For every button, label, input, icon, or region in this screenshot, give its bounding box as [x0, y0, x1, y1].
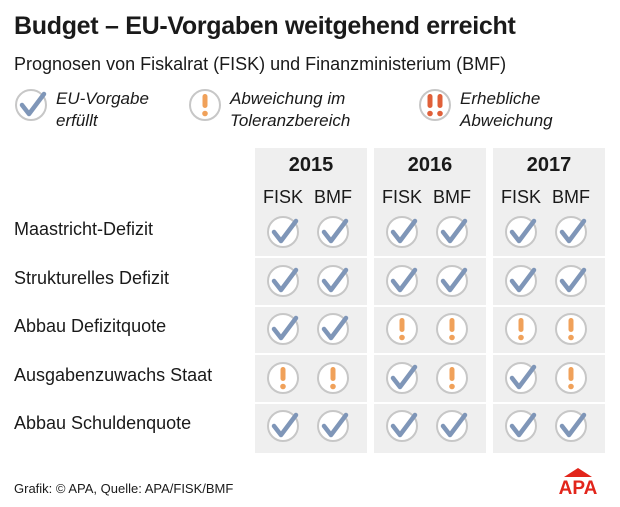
exclamation-icon: [435, 312, 469, 346]
check-icon: [554, 409, 588, 443]
year-header: 2015: [288, 154, 334, 176]
exclamation-icon: [316, 361, 350, 395]
double-exclamation-icon: [419, 89, 451, 121]
exclamation-icon: [554, 361, 588, 395]
apa-logo: APA: [559, 468, 598, 496]
check-icon: [554, 264, 588, 298]
row-label: Ausgabenzuwachs Staat: [14, 365, 213, 385]
check-icon: [554, 215, 588, 249]
source-credit: Grafik: © APA, Quelle: APA/FISK/BMF: [14, 481, 234, 496]
source-header-fisk: FISK: [381, 187, 422, 207]
chart-title: Budget – EU-Vorgaben weitgehend erreicht: [14, 12, 516, 40]
year-header: 2016: [407, 154, 453, 176]
check-icon: [504, 215, 538, 249]
row-divider: [0, 256, 620, 258]
source-header-fisk: FISK: [500, 187, 541, 207]
row-label: Abbau Schuldenquote: [14, 413, 192, 433]
check-icon: [266, 312, 300, 346]
check-icon: [504, 409, 538, 443]
chart-subtitle: Prognosen von Fiskalrat (FISK) und Finan…: [14, 54, 507, 74]
source-header-bmf: BMF: [314, 187, 352, 207]
source-header-bmf: BMF: [552, 187, 590, 207]
source-header-bmf: BMF: [433, 187, 471, 207]
row-label: Maastricht-Defizit: [14, 219, 154, 239]
check-icon: [266, 264, 300, 298]
exclamation-icon: [554, 312, 588, 346]
legend-label: Erhebliche Abweichung: [460, 89, 553, 130]
check-icon: [316, 215, 350, 249]
check-icon: [316, 409, 350, 443]
row-divider: [0, 402, 620, 404]
check-icon: [504, 264, 538, 298]
source-header-fisk: FISK: [262, 187, 303, 207]
check-icon: [316, 264, 350, 298]
row-divider: [0, 353, 620, 355]
check-icon: [435, 264, 469, 298]
row-label: Abbau Defizitquote: [14, 316, 167, 336]
check-icon: [385, 409, 419, 443]
check-icon: [266, 409, 300, 443]
check-icon: [385, 264, 419, 298]
exclamation-icon: [504, 312, 538, 346]
row-label: Strukturelles Defizit: [14, 268, 170, 288]
check-icon: [385, 361, 419, 395]
check-icon: [385, 215, 419, 249]
check-icon: [316, 312, 350, 346]
exclamation-icon: [435, 361, 469, 395]
legend-label: EU-Vorgabe erfüllt: [56, 89, 149, 130]
check-icon: [15, 89, 47, 121]
row-divider: [0, 305, 620, 307]
check-icon: [435, 409, 469, 443]
check-icon: [435, 215, 469, 249]
check-icon: [504, 361, 538, 395]
apa-logo-text: APA: [559, 478, 598, 496]
exclamation-icon: [189, 89, 221, 121]
check-icon: [266, 215, 300, 249]
exclamation-icon: [385, 312, 419, 346]
exclamation-icon: [266, 361, 300, 395]
legend-label: Abweichung im Toleranzbereich: [230, 89, 351, 130]
year-header: 2017: [526, 154, 572, 176]
